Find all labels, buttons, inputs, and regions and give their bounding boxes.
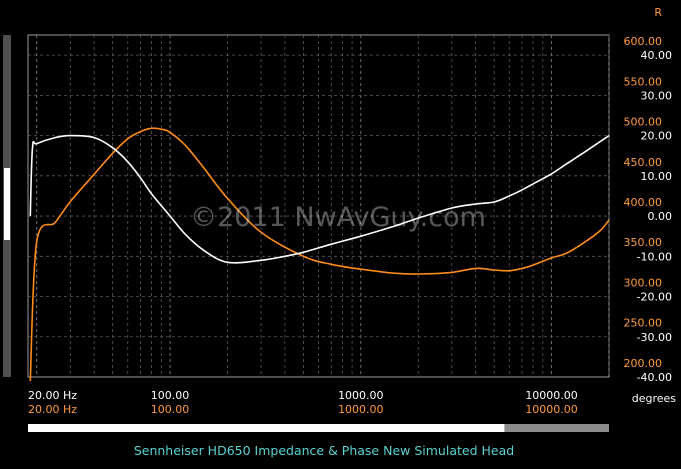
x-tick-label: 20.00 Hz: [28, 389, 77, 402]
chart-title: Sennheiser HD650 Impedance & Phase New S…: [134, 443, 514, 458]
x-tick-label: 100.00: [151, 389, 190, 402]
gridlines: [28, 35, 610, 377]
phase-tick-label: -40.00: [637, 371, 672, 384]
right-axis-unit-label: R: [654, 6, 662, 19]
y-axis-ticks: 200.00 250.00 300.00 350.00 400.00 450.00 500.…: [624, 35, 673, 384]
watermark-text: ©2011 NwAvGuy.com: [190, 202, 486, 233]
impedance-tick-label: 450.00: [624, 156, 663, 169]
impedance-tick-label: 550.00: [624, 75, 663, 88]
impedance-tick-label: 300.00: [624, 276, 663, 289]
scrollbar-thumb[interactable]: [28, 424, 505, 432]
x-tick-label-secondary: 20.00 Hz: [28, 403, 77, 416]
x-tick-label: 10000.00: [525, 389, 578, 402]
phase-tick-label: -10.00: [637, 250, 672, 263]
x-tick-label-secondary: 100.00: [151, 403, 190, 416]
phase-series-line: [29, 134, 610, 264]
impedance-tick-label: 350.00: [624, 236, 663, 249]
x-tick-label-secondary: 10000.00: [525, 403, 578, 416]
series-layer: [29, 127, 610, 382]
phase-tick-label: 10.00: [641, 170, 673, 183]
x-tick-label-secondary: 1000.00: [338, 403, 384, 416]
phase-tick-label: 30.00: [641, 89, 673, 102]
x-tick-label: 1000.00: [338, 389, 384, 402]
left-axis-unit-label: degrees: [632, 392, 677, 405]
impedance-tick-label: 500.00: [624, 116, 663, 129]
horizontal-scrollbar[interactable]: [28, 424, 609, 432]
phase-tick-label: -30.00: [637, 331, 672, 344]
impedance-tick-label: 400.00: [624, 196, 663, 209]
phase-tick-label: 0.00: [648, 210, 673, 223]
level-meter: [3, 35, 11, 377]
impedance-tick-label: 600.00: [624, 35, 663, 48]
phase-tick-label: 40.00: [641, 49, 673, 62]
impedance-tick-label: 200.00: [624, 357, 663, 370]
impedance-tick-label: 250.00: [624, 317, 663, 330]
phase-tick-label: -20.00: [637, 291, 672, 304]
phase-tick-label: 20.00: [641, 130, 673, 143]
